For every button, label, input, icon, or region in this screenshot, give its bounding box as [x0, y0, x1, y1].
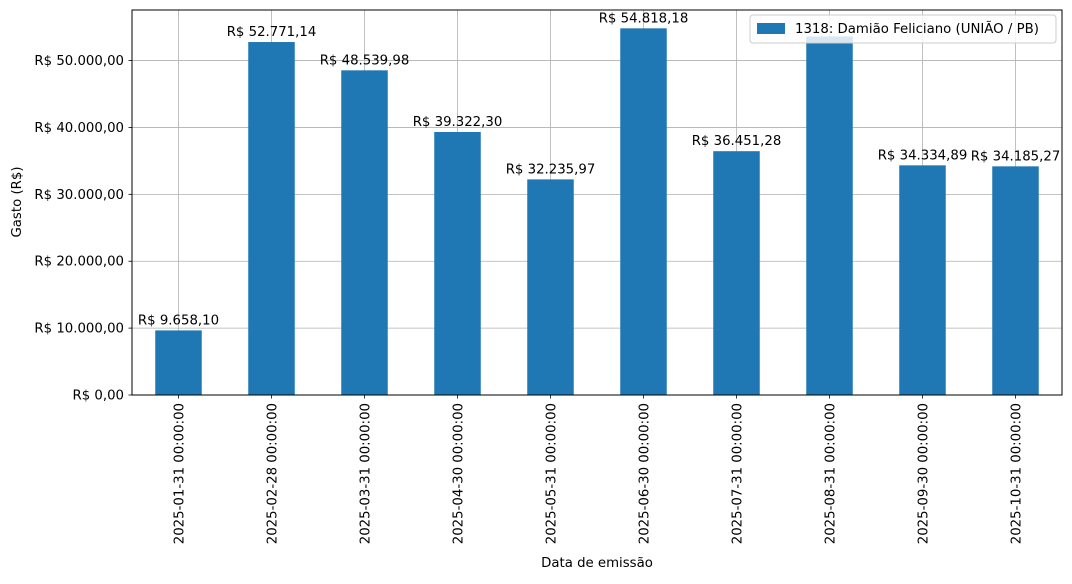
data-labels-layer: R$ 9.658,10 R$ 52.771,14R$ 48.539,98 R$ 39… [138, 11, 1060, 328]
x-tick-label: 2025-09-30 00:00:00 [917, 403, 932, 544]
bar-value-label: R$ 34.185,27 [971, 149, 1061, 164]
y-tick-label: R$ 50.000,00 [34, 54, 124, 69]
x-tick-label: 2025-08-31 00:00:00 [824, 403, 839, 544]
y-axis: R$ 0,00 R$ 10.000,00 R$ 20.000,00 R$ 30.000… [34, 54, 132, 404]
bar [341, 70, 388, 395]
x-tick-label: 2025-04-30 00:00:00 [452, 403, 467, 544]
bar [155, 330, 202, 395]
x-tick-label: 2025-02-28 00:00:00 [266, 403, 281, 544]
plot-frame [131, 9, 1063, 396]
x-tick-label: 2025-01-31 00:00:00 [173, 403, 188, 544]
bar [992, 166, 1039, 395]
bar [248, 42, 295, 395]
bar-value-label: R$ 39.322,30 [413, 115, 503, 130]
legend-label: 1318: Damião Feliciano (UNIÃO / PB) [795, 20, 1039, 37]
y-tick-label: R$ 40.000,00 [34, 121, 124, 136]
x-tick-label: 2025-10-31 00:00:00 [1010, 403, 1025, 544]
bar-value-label: R$ 54.818,18 [599, 11, 689, 26]
bar [899, 165, 946, 395]
bar-value-label: R$ 9.658,10 [138, 313, 219, 328]
bar [713, 151, 760, 395]
bar [620, 28, 667, 395]
legend-swatch [757, 23, 785, 34]
bar [527, 179, 574, 395]
y-tick-label: R$ 10.000,00 [34, 322, 124, 337]
bar-value-label: R$ 32.235,97 [506, 162, 596, 177]
y-tick-label: R$ 20.000,00 [34, 255, 124, 270]
y-tick-label: R$ 30.000,00 [34, 188, 124, 203]
y-axis-title: Gasto (R$) [10, 166, 25, 237]
legend: 1318: Damião Feliciano (UNIÃO / PB) [749, 14, 1057, 44]
bar [434, 131, 481, 395]
bar-value-label: R$ 34.334,89 [878, 148, 968, 163]
x-tick-label: 2025-03-31 00:00:00 [359, 403, 374, 544]
x-axis: 2025-01-31 00:00:00 2025-02-28 00:00:00 20… [173, 395, 1025, 544]
legend-frame [749, 14, 1057, 44]
x-axis-title: Data de emissão [541, 556, 653, 571]
y-tick-label: R$ 0,00 [72, 389, 124, 404]
bar [806, 36, 853, 395]
bar-value-label: R$ 48.539,98 [320, 53, 410, 68]
x-tick-label: 2025-07-31 00:00:00 [731, 403, 746, 544]
bars-layer [155, 28, 1039, 395]
x-tick-label: 2025-05-31 00:00:00 [545, 403, 560, 544]
bar-value-label: R$ 36.451,28 [692, 134, 782, 149]
bar-value-label: R$ 52.771,14 [227, 25, 317, 40]
x-tick-label: 2025-06-30 00:00:00 [638, 403, 653, 544]
